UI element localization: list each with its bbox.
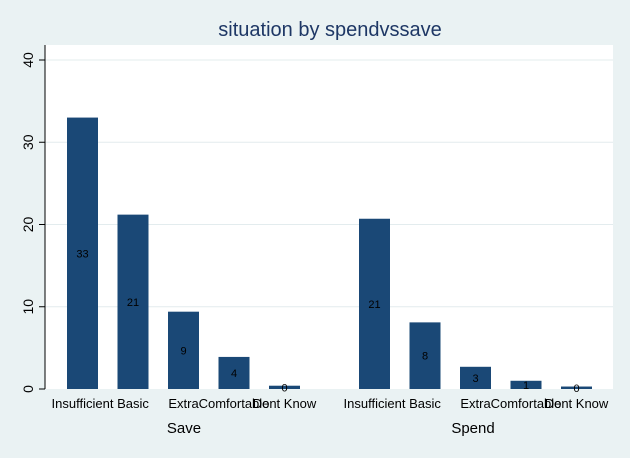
category-label: Comfortable (491, 396, 562, 411)
y-tick-label: 0 (20, 385, 36, 393)
data-label: 21 (368, 299, 380, 311)
category-label: Dont Know (253, 396, 317, 411)
data-label: 8 (422, 351, 428, 363)
bar-spend-basic (409, 322, 441, 389)
bar-save-insufficient (67, 117, 98, 389)
data-label: 9 (180, 345, 186, 357)
data-label: 0 (281, 382, 287, 394)
data-label: 1 (523, 380, 529, 392)
category-label: Basic (117, 396, 149, 411)
y-tick-label: 10 (20, 299, 36, 315)
category-label: Dont Know (545, 396, 609, 411)
bars: 33 21 9 4 0 21 8 3 1 0 (67, 117, 592, 395)
group-label-spend: Spend (451, 420, 494, 437)
data-label: 3 (472, 373, 478, 385)
y-tick-label: 30 (20, 134, 36, 150)
bar-save-basic (117, 214, 149, 389)
data-label: 21 (127, 297, 139, 309)
group-label-save: Save (167, 420, 201, 437)
bar-spend-comfortable (510, 380, 542, 389)
data-label: 4 (231, 368, 237, 380)
category-label: Extra (460, 396, 491, 411)
bar-spend-insufficient (359, 218, 390, 389)
bar-save-dont-know (269, 385, 300, 389)
bar-save-extra (168, 311, 199, 389)
category-label: Insufficient (52, 396, 114, 411)
chart-title: situation by spendvssave (218, 19, 441, 41)
bar-save-comfortable (218, 356, 250, 389)
y-axis: 0 10 20 30 40 (20, 45, 46, 393)
bar-spend-extra (460, 366, 491, 389)
category-label: Insufficient (344, 396, 406, 411)
category-label: Basic (409, 396, 441, 411)
category-label: Comfortable (199, 396, 270, 411)
data-label: 33 (76, 248, 88, 260)
data-label: 0 (573, 383, 579, 395)
y-tick-label: 20 (20, 217, 36, 233)
y-tick-label: 40 (20, 52, 36, 68)
bar-spend-dont-know (561, 386, 592, 389)
category-label: Extra (168, 396, 199, 411)
